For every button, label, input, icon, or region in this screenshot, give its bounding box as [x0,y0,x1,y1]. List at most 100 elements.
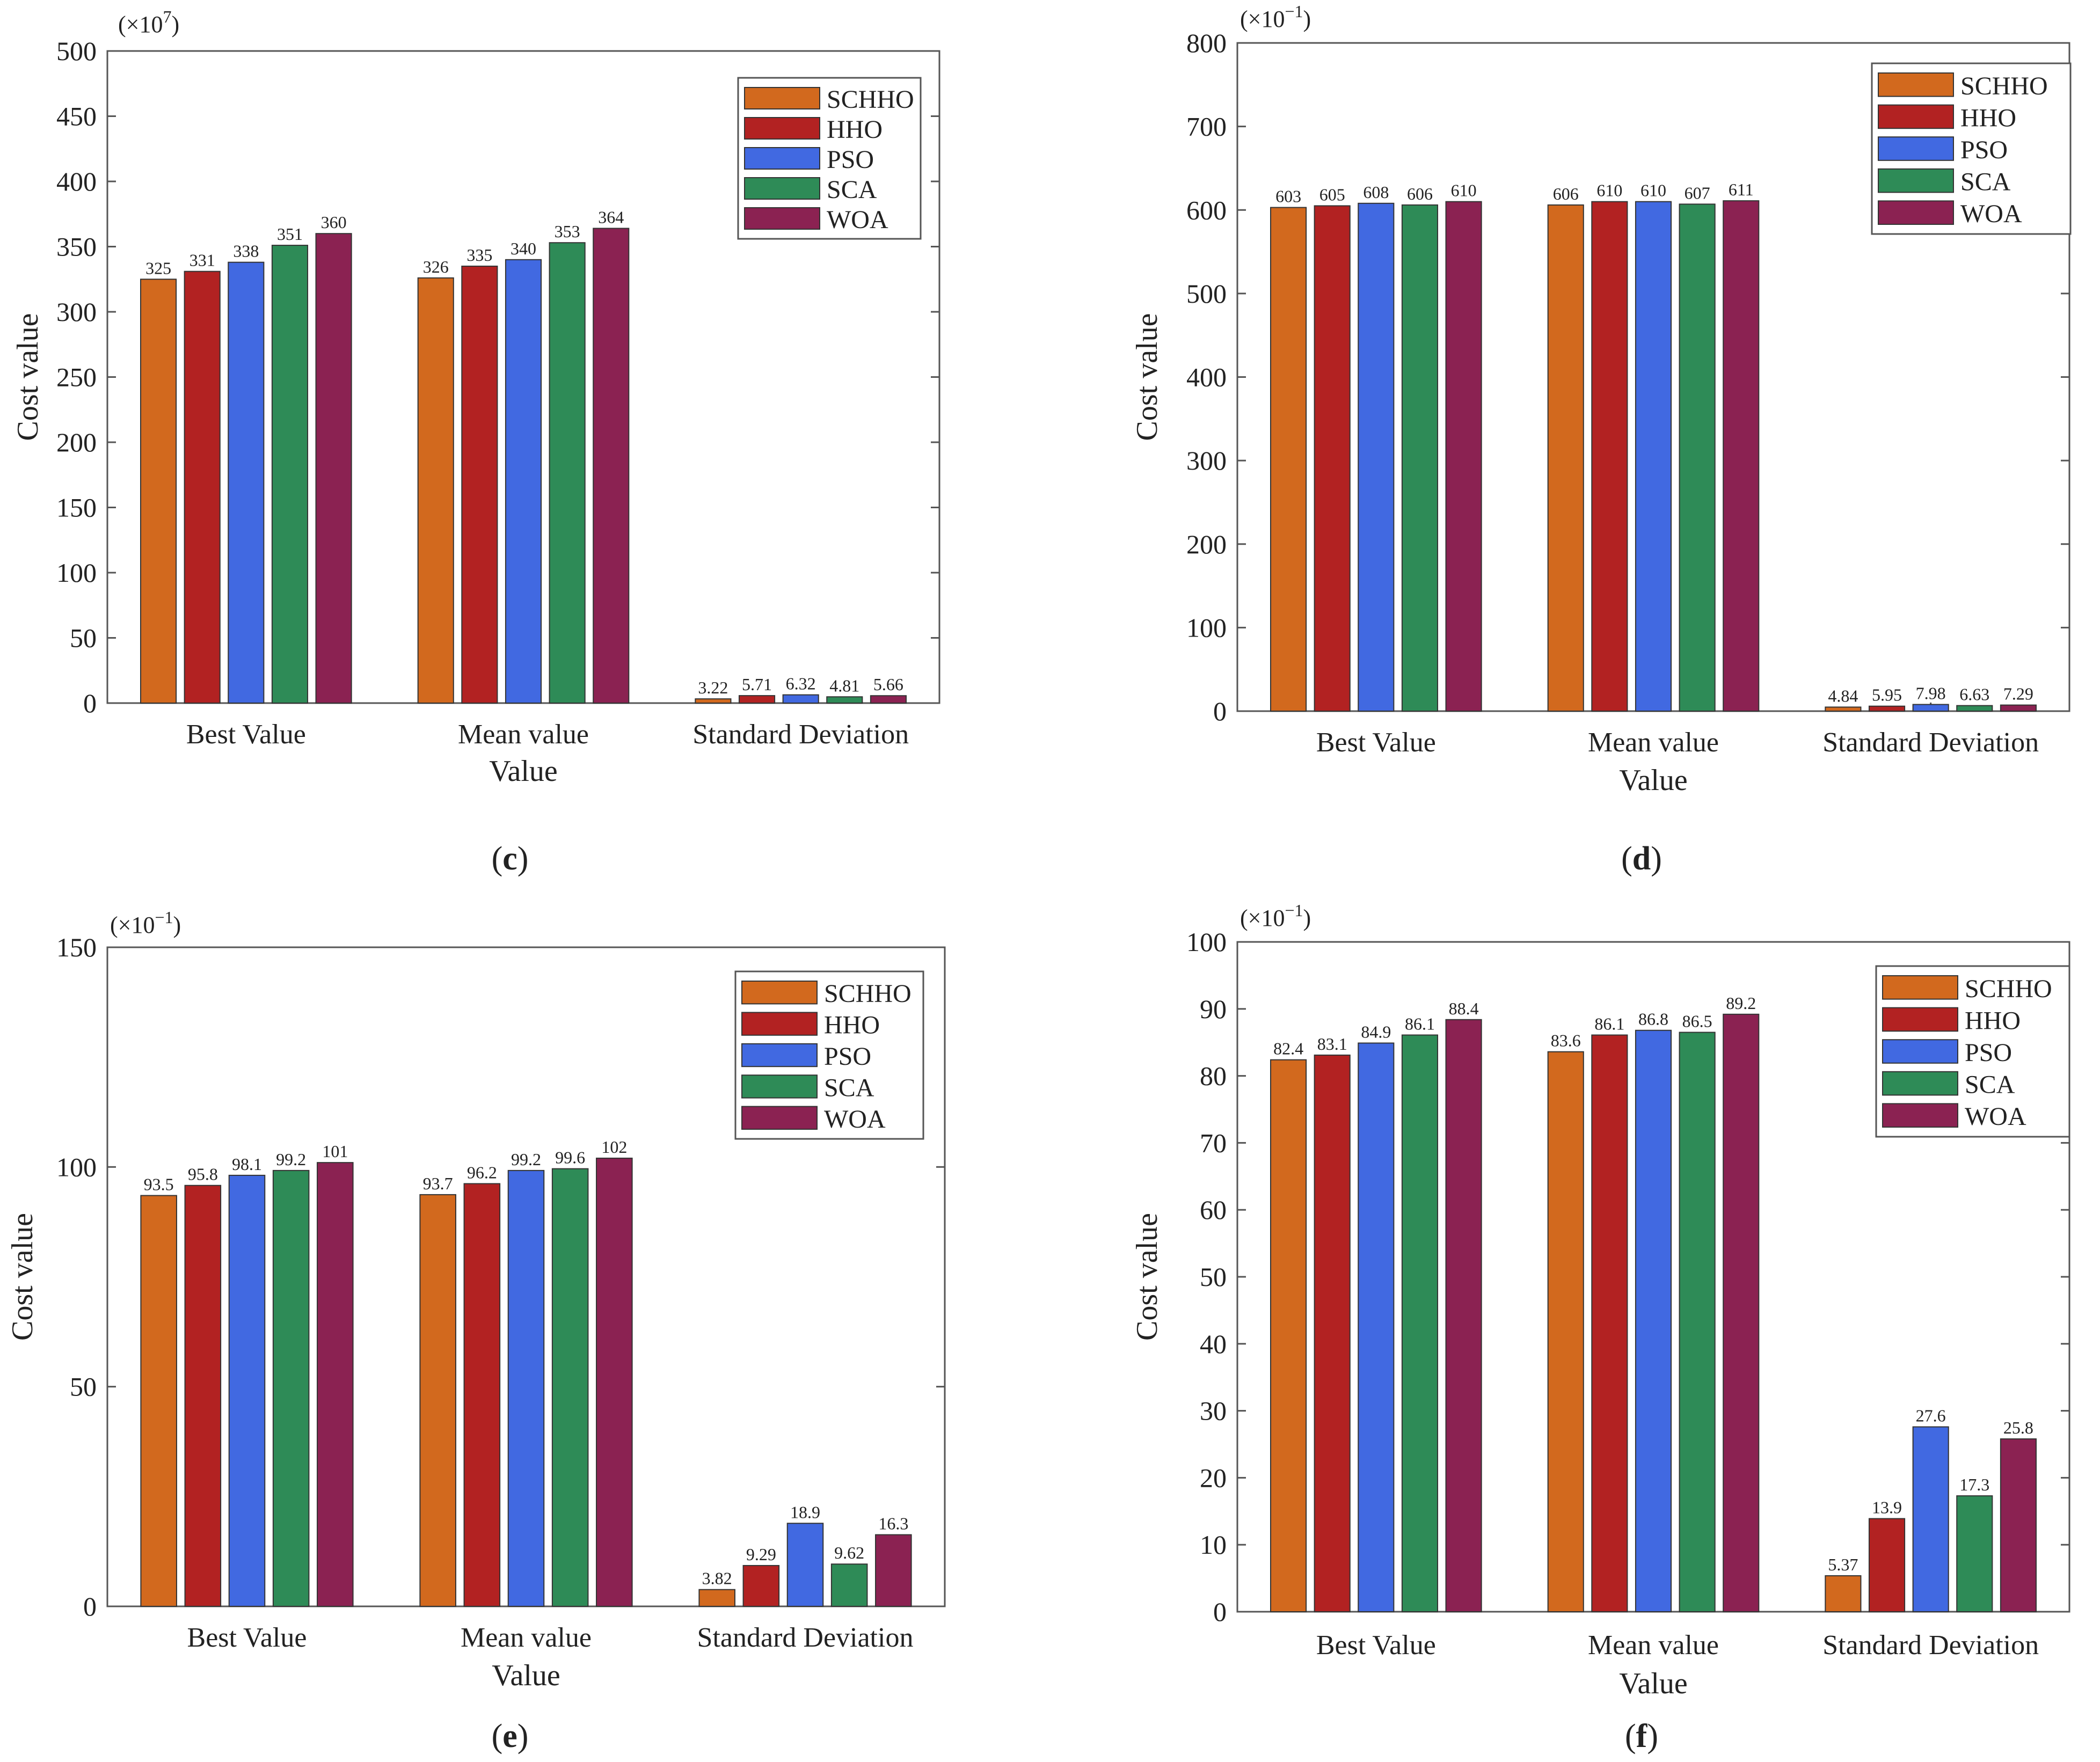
data-label: 606 [1407,184,1433,203]
data-label: 340 [511,239,536,258]
bar-pso-3 [1912,1426,1949,1612]
bar-hho-1 [184,270,221,704]
bar-sca-3 [1956,705,1993,712]
data-label: 326 [423,257,449,276]
data-label: 86.1 [1405,1014,1435,1033]
legend-label-sca: SCA [1965,1071,2015,1099]
y-tick-label: 200 [56,427,97,457]
y-tick-label: 10 [1200,1530,1227,1560]
bar-pso-3 [782,694,819,704]
panel-caption: (f) [1625,1718,1658,1754]
y-tick-label: 80 [1200,1061,1227,1091]
bar-schho-2 [417,277,454,704]
y-tick-label: 800 [1186,28,1227,58]
y-scale-factor: (×10−1) [110,908,181,938]
x-category-label: Mean value [461,1622,592,1653]
chart-panel-f: 0 10 20 30 40 50 60 70 80 90 100 (×10−1) Cost value B… [1131,901,2070,1754]
bar-schho-3 [698,1589,735,1607]
bar-schho-1 [1270,207,1307,712]
data-label: 331 [189,251,215,270]
bar-sca-2 [549,242,586,704]
y-tick-label: 0 [1213,1597,1227,1627]
x-category-label: Mean value [458,719,589,750]
y-tick-label: 50 [70,623,97,653]
bar-sca-1 [1401,1034,1439,1612]
bar-hho-2 [463,1183,501,1607]
bar-hho-3 [742,1564,780,1607]
data-label: 610 [1451,181,1477,200]
bar-pso-1 [1358,1042,1395,1612]
bar-pso-3 [1912,704,1949,712]
y-tick-label: 100 [56,1152,97,1182]
y-tick-label: 30 [1200,1396,1227,1426]
data-label: 89.2 [1726,993,1756,1013]
y-scale-factor: (×10−1) [1240,2,1311,32]
bar-woa-2 [1723,1013,1760,1612]
legend-label-pso: PSO [1960,136,2008,164]
data-label: 608 [1363,182,1389,202]
legend-label-schho: SCHHO [827,85,914,114]
y-tick-label: 60 [1200,1195,1227,1225]
data-label: 99.2 [276,1150,306,1169]
legend-swatch-sca [1878,168,1954,193]
panel-caption: (c) [492,840,529,877]
data-label: 99.6 [555,1148,585,1167]
bar-hho-1 [1314,205,1351,712]
bar-woa-2 [1723,200,1760,712]
bar-woa-1 [1445,1019,1482,1612]
legend-swatch-hho [1882,1007,1958,1032]
x-axis-label: Value [1619,1667,1688,1700]
y-axis-label: Cost value [1131,1213,1164,1341]
bar-sca-1 [272,1169,310,1607]
y-tick-label: 600 [1186,195,1227,225]
legend-swatch-schho [741,981,818,1005]
y-tick-label: 20 [1200,1463,1227,1493]
y-axis-label: Cost value [1131,313,1164,441]
data-label: 6.63 [1959,685,1989,704]
x-category-label: Standard Deviation [692,719,909,750]
x-category-label: Best Value [1316,1630,1436,1661]
legend-swatch-sca [744,177,820,200]
data-label: 5.37 [1828,1555,1858,1574]
legend-label-woa: WOA [1965,1102,2026,1131]
data-label: 84.9 [1361,1022,1391,1041]
data-label: 93.5 [144,1175,174,1194]
legend-swatch-sca [741,1074,818,1099]
legend-label-hho: HHO [827,115,883,144]
legend-swatch-schho [1882,975,1958,1000]
legend-swatch-pso [744,147,820,170]
data-label: 6.32 [786,674,816,693]
data-label: 98.1 [232,1154,262,1174]
bar-woa-3 [870,695,907,704]
y-tick-label: 250 [56,362,97,392]
legend-label-woa: WOA [827,206,888,234]
y-tick-label: 350 [56,232,97,262]
y-tick-label: 300 [56,297,97,327]
data-label: 607 [1685,183,1710,202]
legend-label-schho: SCHHO [1965,975,2052,1003]
y-tick-label: 40 [1200,1329,1227,1359]
bar-hho-2 [1591,201,1628,712]
panel-caption: (d) [1621,840,1662,877]
x-category-label: Mean value [1588,727,1719,758]
y-tick-label: 500 [1186,279,1227,309]
bar-sca-2 [1679,203,1716,712]
x-category-label: Standard Deviation [1822,727,2039,758]
data-label: 83.1 [1317,1034,1347,1054]
data-label: 25.8 [2003,1418,2033,1437]
y-tick-label: 200 [1186,529,1227,559]
y-scale-factor: (×10−1) [1240,901,1311,931]
data-label: 4.81 [829,676,859,695]
y-tick-label: 500 [56,36,97,66]
legend-label-woa: WOA [1960,200,2022,228]
data-label: 95.8 [188,1165,218,1184]
bar-woa-1 [317,1162,354,1607]
legend-label-schho: SCHHO [1960,72,2048,100]
bar-woa-1 [1445,201,1482,712]
legend-swatch-pso [1882,1039,1958,1064]
y-tick-label: 0 [1213,696,1227,726]
data-label: 27.6 [1916,1406,1946,1425]
data-label: 96.2 [467,1163,497,1182]
